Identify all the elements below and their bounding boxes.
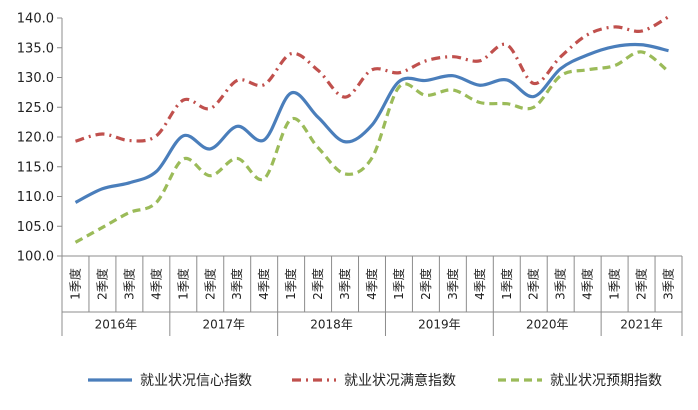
- series-layer: [74, 15, 670, 244]
- x-year-label: 2018年: [310, 318, 353, 332]
- x-quarter-label: 1季度: [67, 268, 82, 300]
- legend-label-satisfaction: 就业状况满意指数: [344, 372, 456, 389]
- x-quarter-label: 4季度: [580, 268, 595, 300]
- series-line-expectation: [74, 50, 670, 244]
- x-quarter-label: 1季度: [499, 268, 514, 300]
- x-year-label: 2017年: [202, 318, 245, 332]
- x-quarter-label: 2季度: [634, 268, 649, 300]
- x-quarter-label: 4季度: [472, 268, 487, 300]
- y-tick-label: 130.0: [17, 71, 54, 86]
- x-quarter-label: 3季度: [121, 268, 136, 300]
- x-axis: 1季度 2季度 3季度 4季度 1季度 2季度 3季度 4季度 1季度 2季度 3季度 4季度 1季度 2…: [61, 255, 683, 336]
- x-quarter-label: 1季度: [283, 268, 298, 300]
- y-tick-label: 125.0: [17, 101, 54, 116]
- y-tick-label: 100.0: [17, 250, 54, 265]
- x-quarter-label: 3季度: [337, 268, 352, 300]
- y-tick-label: 115.0: [17, 160, 54, 175]
- x-year-label: 2021年: [620, 318, 663, 332]
- series-line-satisfaction: [75, 15, 670, 143]
- x-quarter-label: 4季度: [256, 268, 271, 300]
- y-tick-label: 105.0: [17, 220, 54, 235]
- legend-label-confidence: 就业状况信心指数: [140, 373, 252, 389]
- x-year-label: 2019年: [418, 318, 461, 332]
- legend: 就业状况信心指数 就业状况满意指数 就业状况预期指数: [88, 372, 662, 389]
- x-quarter-label: 3季度: [229, 268, 244, 300]
- x-quarter-label: 1季度: [607, 268, 622, 300]
- x-quarter-label: 2季度: [526, 268, 541, 300]
- x-quarter-label: 2季度: [310, 268, 325, 300]
- x-quarter-label: 2季度: [94, 268, 109, 300]
- x-quarter-label: 3季度: [661, 268, 676, 300]
- x-quarter-label: 1季度: [175, 268, 190, 300]
- x-quarter-label: 1季度: [391, 268, 406, 300]
- y-tick-label: 120.0: [17, 131, 54, 146]
- x-year-label: 2016年: [95, 318, 138, 332]
- x-quarter-label: 2季度: [418, 268, 433, 300]
- x-quarter-label: 2季度: [202, 268, 217, 300]
- y-tick-label: 110.0: [17, 190, 54, 205]
- x-quarter-label: 3季度: [553, 268, 568, 300]
- x-year-label: 2020年: [526, 318, 569, 332]
- legend-label-expectation: 就业状况预期指数: [550, 373, 662, 389]
- y-tick-label: 140.0: [17, 12, 54, 27]
- series-line-confidence: [74, 42, 669, 204]
- x-quarter-label: 4季度: [364, 268, 379, 300]
- x-quarter-label: 3季度: [445, 268, 460, 300]
- y-axis: 100.0 105.0 110.0 115.0 120.0 125.0 130.0 135.0…: [17, 12, 63, 265]
- y-tick-label: 135.0: [17, 41, 54, 56]
- x-quarter-label: 4季度: [148, 268, 163, 300]
